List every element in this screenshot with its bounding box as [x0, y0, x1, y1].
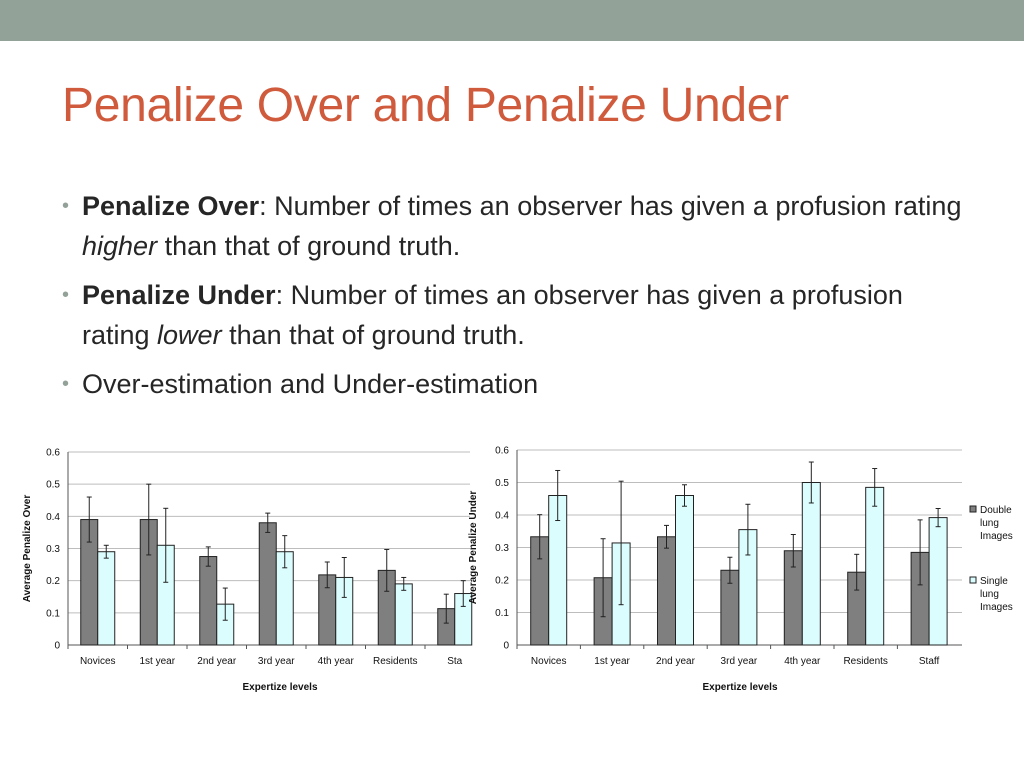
x-tick-label: 1st year: [594, 656, 630, 667]
x-tick-label: Residents: [843, 656, 887, 667]
slide-title: Penalize Over and Penalize Under: [62, 79, 789, 132]
top-accent-band: [0, 0, 1024, 41]
bar: [928, 517, 948, 646]
x-tick-label: 3rd year: [721, 656, 758, 667]
bar: [199, 556, 218, 646]
bullet-penalize-over: • Penalize Over: Number of times an obser…: [62, 186, 962, 266]
y-tick-label: 0.6: [46, 448, 60, 459]
x-tick-label: Novices: [531, 656, 567, 667]
bar: [258, 522, 277, 646]
y-tick-label: 0.3: [495, 543, 509, 554]
x-tick-label: 1st year: [139, 656, 175, 667]
bullet-text: : Number of times an observer has given …: [259, 191, 962, 221]
x-tick-label: 2nd year: [197, 656, 237, 667]
y-tick-label: 0.2: [495, 576, 509, 587]
legend-entry-line: Single: [980, 576, 1008, 587]
bullet-dot-icon: •: [62, 284, 70, 306]
y-axis-label: Average Penalize Under: [468, 491, 479, 605]
y-tick-label: 0.4: [495, 511, 509, 522]
x-tick-label: Residents: [373, 656, 417, 667]
y-tick-label: 0: [54, 641, 60, 652]
bullet-penalize-under: • Penalize Under: Number of times an obse…: [62, 275, 962, 355]
bar: [865, 486, 885, 646]
bullet-estimation: • Over-estimation and Under-estimation: [62, 364, 962, 404]
y-tick-label: 0.3: [46, 544, 60, 555]
y-tick-label: 0.5: [46, 480, 60, 491]
chart-penalize-over: 0 0.1 0.2 0.3 0.4 0.5 0.6 Novices 1st year 2nd ye…: [22, 448, 473, 693]
x-tick-label: 4th year: [784, 656, 821, 667]
bullet-text-end: than that of ground truth.: [221, 320, 525, 350]
x-tick-label: Staff: [919, 656, 940, 667]
bar: [97, 551, 116, 646]
legend-entry: Single lung Images: [980, 576, 1013, 613]
bullet-term: Penalize Over: [82, 191, 260, 221]
legend-entry-line: Double: [980, 505, 1012, 516]
x-tick-label: 4th year: [318, 656, 355, 667]
x-tick-label: Sta: [447, 656, 462, 667]
legend-swatch: [969, 505, 977, 513]
x-axis-label: Expertize levels: [242, 682, 317, 693]
bar: [394, 583, 413, 646]
y-tick-label: 0.6: [495, 446, 509, 457]
x-tick-label: 2nd year: [656, 656, 696, 667]
bullet-dot-icon: •: [62, 195, 70, 217]
bullet-term: Penalize Under: [82, 280, 276, 310]
legend-entry: Double lung Images: [980, 505, 1013, 542]
x-axis-label: Expertize levels: [702, 682, 777, 693]
legend-entry-line: lung: [980, 518, 999, 529]
y-tick-label: 0.1: [495, 608, 509, 619]
bar: [675, 495, 694, 646]
legend-entry-line: lung: [980, 589, 999, 600]
y-tick-label: 0.2: [46, 576, 60, 587]
bullet-emphasis: higher: [82, 231, 158, 261]
y-axis-label: Average Penalize Over: [22, 495, 33, 603]
legend-swatch: [969, 576, 977, 584]
x-tick-label: Novices: [80, 656, 116, 667]
bar: [657, 536, 676, 646]
y-tick-label: 0.5: [495, 478, 509, 489]
bullet-list: • Penalize Over: Number of times an obser…: [62, 186, 962, 413]
bar: [801, 482, 821, 646]
bullet-text: Over-estimation and Under-estimation: [82, 369, 539, 399]
x-tick-label: 3rd year: [258, 656, 295, 667]
legend-entry-line: Images: [980, 531, 1013, 542]
bullet-dot-icon: •: [62, 373, 70, 395]
legend-entry-line: Images: [980, 602, 1013, 613]
bullet-text: : Number of times an observer has given …: [82, 280, 903, 350]
y-tick-label: 0: [503, 641, 509, 652]
bullet-text-end: than that of ground truth.: [157, 231, 461, 261]
y-tick-label: 0.4: [46, 512, 60, 523]
y-tick-label: 0.1: [46, 608, 60, 619]
bullet-emphasis: lower: [157, 320, 222, 350]
chart-penalize-under: 0 0.1 0.2 0.3 0.4 0.5 0.6 Novices 1st year 2nd ye…: [468, 446, 1013, 694]
